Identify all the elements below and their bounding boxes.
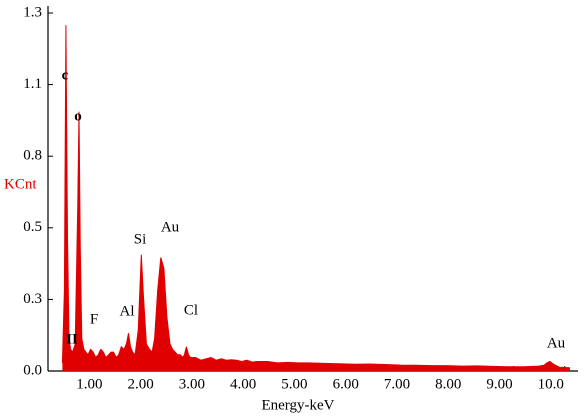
- peak-label: Cl: [184, 302, 198, 318]
- peak-label: c: [62, 67, 69, 83]
- y-tick-label: 0.5: [23, 219, 42, 235]
- peak-label: F: [90, 311, 98, 327]
- peak-label: Au: [161, 219, 180, 235]
- x-tick-label: 3.00: [179, 376, 205, 392]
- peak-label: Au: [547, 335, 566, 351]
- x-tick-label: 1.00: [76, 376, 102, 392]
- peak-label: Al: [120, 303, 135, 319]
- x-tick-label: 6.00: [333, 376, 359, 392]
- peak-label: II: [66, 331, 78, 347]
- y-tick-label: 1.3: [23, 4, 42, 20]
- x-tick-label: 7.00: [384, 376, 410, 392]
- x-tick-label: 2.00: [128, 376, 154, 392]
- x-tick-label: 10.0: [538, 376, 564, 392]
- peak-label: Si: [134, 231, 147, 247]
- y-tick-label: 0.0: [23, 362, 42, 378]
- x-tick-label: 9.00: [486, 376, 512, 392]
- spectrum-line: [61, 25, 570, 369]
- y-axis-label: KCnt: [4, 176, 37, 192]
- y-tick-label: 0.3: [23, 291, 42, 307]
- peak-label: o: [74, 108, 82, 124]
- y-tick-label: 0.8: [23, 148, 42, 164]
- x-tick-label: 5.00: [281, 376, 307, 392]
- x-axis-label: Energy-keV: [261, 397, 334, 413]
- x-tick-label: 8.00: [435, 376, 461, 392]
- y-tick-label: 1.1: [23, 76, 42, 92]
- x-tick-label: 4.00: [230, 376, 256, 392]
